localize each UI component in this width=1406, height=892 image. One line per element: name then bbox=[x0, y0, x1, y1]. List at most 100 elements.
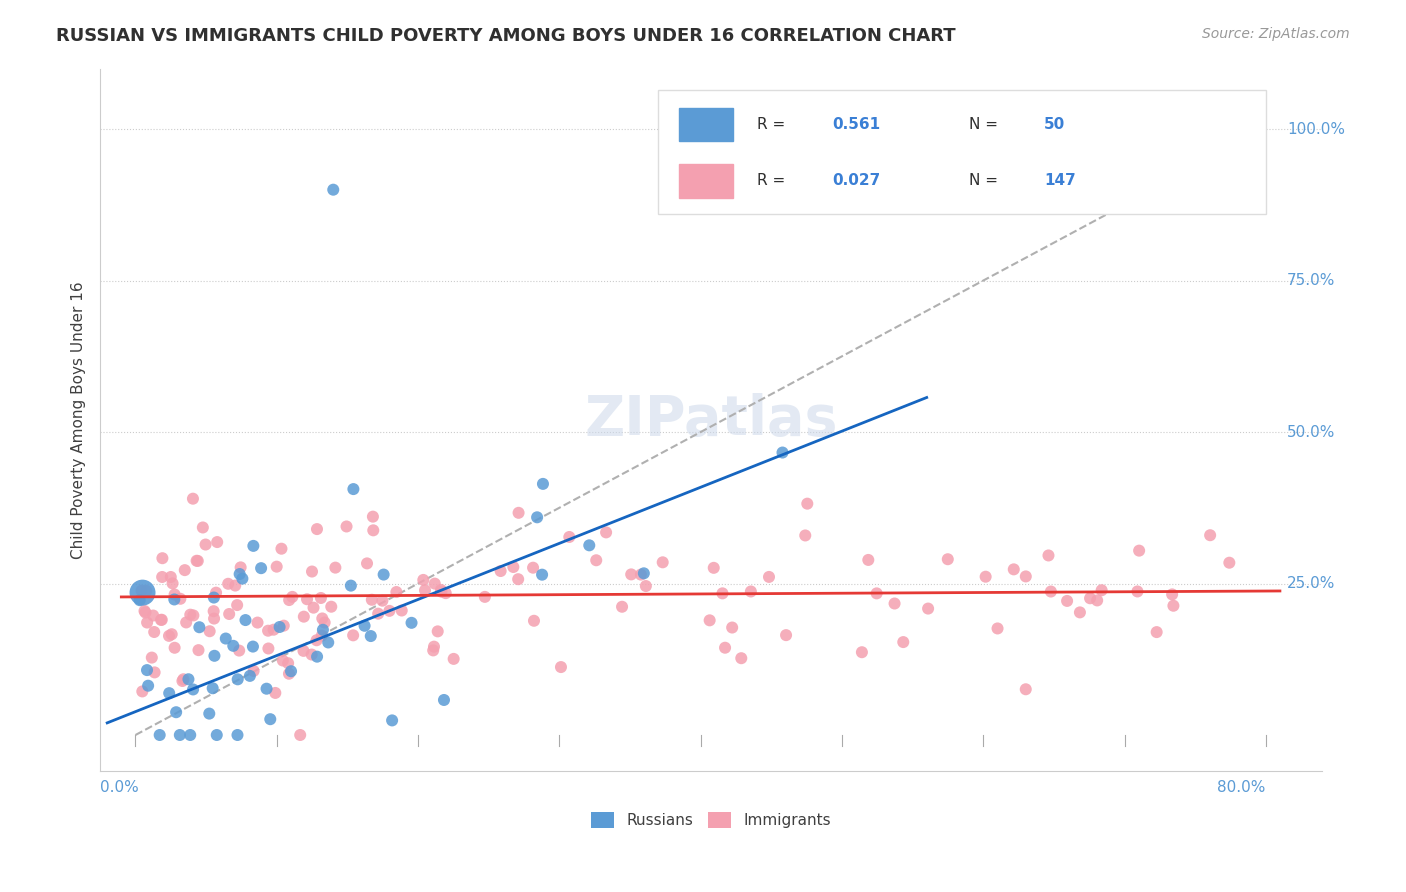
Text: N =: N = bbox=[969, 117, 1002, 132]
Point bbox=[202, 591, 225, 605]
Text: 80.0%: 80.0% bbox=[1218, 780, 1265, 796]
Point bbox=[1015, 569, 1038, 583]
Point bbox=[434, 586, 457, 600]
Point bbox=[361, 509, 384, 524]
Point bbox=[134, 604, 156, 618]
Point bbox=[595, 525, 617, 540]
Point bbox=[1069, 606, 1091, 620]
Point bbox=[325, 560, 347, 574]
Point bbox=[177, 672, 200, 686]
Text: ZIPatlas: ZIPatlas bbox=[585, 393, 838, 447]
Text: R =: R = bbox=[758, 173, 790, 188]
Point bbox=[226, 673, 249, 687]
Point bbox=[174, 615, 197, 630]
Point bbox=[758, 570, 780, 584]
Text: 50.0%: 50.0% bbox=[1286, 425, 1336, 440]
Point bbox=[242, 664, 264, 678]
Point bbox=[305, 633, 328, 648]
Point bbox=[277, 656, 299, 670]
Point bbox=[246, 615, 269, 630]
Point bbox=[1038, 549, 1060, 563]
Point bbox=[340, 579, 363, 593]
Point bbox=[986, 622, 1008, 636]
Point bbox=[426, 624, 449, 639]
Point bbox=[186, 554, 208, 568]
Point bbox=[1146, 625, 1168, 640]
Text: R =: R = bbox=[758, 117, 790, 132]
Point bbox=[270, 541, 292, 556]
Point bbox=[1015, 682, 1038, 697]
Point bbox=[1161, 587, 1184, 601]
Point bbox=[141, 650, 163, 665]
Y-axis label: Child Poverty Among Boys Under 16: Child Poverty Among Boys Under 16 bbox=[72, 281, 86, 558]
Point bbox=[430, 582, 453, 597]
Point bbox=[202, 611, 225, 625]
Point bbox=[187, 643, 209, 657]
Point bbox=[301, 648, 323, 662]
Point bbox=[169, 728, 191, 742]
Point bbox=[443, 652, 465, 666]
Point bbox=[152, 551, 174, 566]
Point bbox=[250, 561, 273, 575]
Point bbox=[634, 579, 657, 593]
Point bbox=[215, 632, 238, 646]
Point bbox=[163, 592, 186, 607]
Point bbox=[917, 601, 939, 615]
Legend: Russians, Immigrants: Russians, Immigrants bbox=[585, 805, 838, 834]
Point bbox=[229, 560, 252, 574]
Point bbox=[730, 651, 752, 665]
Text: Source: ZipAtlas.com: Source: ZipAtlas.com bbox=[1202, 27, 1350, 41]
Point bbox=[1163, 599, 1185, 613]
Point bbox=[231, 572, 253, 586]
Point bbox=[378, 604, 401, 618]
Point bbox=[269, 620, 291, 634]
Point bbox=[522, 560, 544, 574]
Point bbox=[312, 623, 335, 637]
Point bbox=[371, 593, 394, 607]
Point bbox=[256, 681, 278, 696]
Point bbox=[620, 567, 643, 582]
Point bbox=[295, 592, 318, 607]
Point bbox=[335, 519, 357, 533]
Point bbox=[226, 598, 249, 612]
Point bbox=[305, 522, 328, 536]
Point bbox=[489, 564, 512, 578]
Point bbox=[136, 663, 159, 677]
Point bbox=[222, 639, 245, 653]
Point bbox=[172, 673, 194, 688]
Point bbox=[239, 669, 262, 683]
Text: 0.027: 0.027 bbox=[832, 173, 880, 188]
Point bbox=[143, 625, 166, 640]
Point bbox=[391, 603, 413, 617]
Point bbox=[179, 728, 201, 742]
Point bbox=[423, 576, 446, 591]
Point bbox=[858, 553, 880, 567]
Point bbox=[367, 607, 389, 621]
Point bbox=[508, 572, 530, 586]
Point bbox=[131, 684, 153, 698]
Point bbox=[278, 593, 301, 607]
Point bbox=[226, 728, 249, 742]
Point bbox=[531, 476, 554, 491]
Point bbox=[242, 640, 264, 654]
Point bbox=[191, 520, 214, 534]
Point bbox=[321, 599, 343, 614]
Bar bbox=[679, 108, 733, 141]
Point bbox=[714, 640, 737, 655]
Point bbox=[342, 628, 364, 642]
Text: RUSSIAN VS IMMIGRANTS CHILD POVERTY AMONG BOYS UNDER 16 CORRELATION CHART: RUSSIAN VS IMMIGRANTS CHILD POVERTY AMON… bbox=[56, 27, 956, 45]
Point bbox=[134, 606, 156, 620]
Point bbox=[474, 590, 496, 604]
Point bbox=[651, 555, 673, 569]
Point bbox=[173, 563, 195, 577]
Point bbox=[381, 714, 404, 728]
Point bbox=[257, 624, 280, 638]
Point bbox=[373, 567, 395, 582]
Point bbox=[278, 666, 301, 681]
Point bbox=[1002, 562, 1025, 576]
Point bbox=[1091, 583, 1114, 598]
Point bbox=[883, 597, 905, 611]
Point bbox=[280, 664, 302, 678]
Point bbox=[1085, 593, 1108, 607]
Point bbox=[135, 583, 157, 598]
